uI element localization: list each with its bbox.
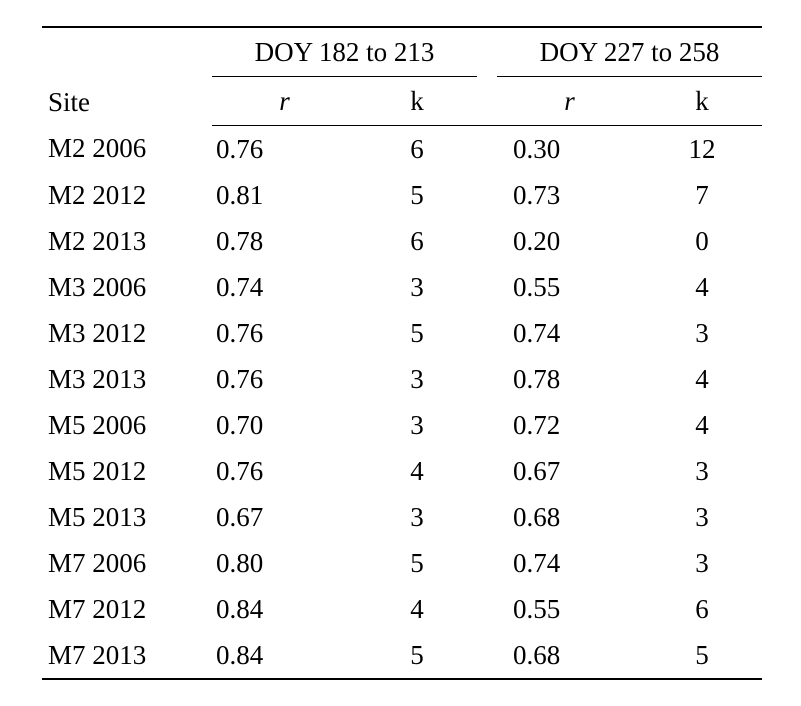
period-2-k-header: k bbox=[642, 77, 762, 126]
r1-cell: 0.76 bbox=[212, 356, 357, 402]
table-row: M7 2013 0.84 5 0.68 5 bbox=[42, 632, 762, 679]
r1-cell: 0.70 bbox=[212, 402, 357, 448]
r2-cell: 0.55 bbox=[497, 264, 642, 310]
r1-cell: 0.84 bbox=[212, 586, 357, 632]
subheader-gap bbox=[477, 77, 497, 126]
site-cell: M7 2006 bbox=[42, 540, 212, 586]
table-row: M7 2012 0.84 4 0.55 6 bbox=[42, 586, 762, 632]
header-gap bbox=[477, 27, 497, 77]
r2-cell: 0.74 bbox=[497, 310, 642, 356]
site-cell: M7 2012 bbox=[42, 586, 212, 632]
site-cell: M3 2013 bbox=[42, 356, 212, 402]
table-row: M3 2006 0.74 3 0.55 4 bbox=[42, 264, 762, 310]
gap-cell bbox=[477, 126, 497, 173]
header-group-row: Site DOY 182 to 213 DOY 227 to 258 bbox=[42, 27, 762, 77]
k1-cell: 5 bbox=[357, 540, 477, 586]
period-1-header: DOY 182 to 213 bbox=[212, 27, 477, 77]
k2-cell: 12 bbox=[642, 126, 762, 173]
k1-cell: 6 bbox=[357, 218, 477, 264]
k2-cell: 4 bbox=[642, 356, 762, 402]
r2-cell: 0.67 bbox=[497, 448, 642, 494]
site-cell: M3 2006 bbox=[42, 264, 212, 310]
period-1-k-header: k bbox=[357, 77, 477, 126]
r1-cell: 0.78 bbox=[212, 218, 357, 264]
k1-cell: 3 bbox=[357, 356, 477, 402]
k1-cell: 5 bbox=[357, 632, 477, 679]
r2-cell: 0.78 bbox=[497, 356, 642, 402]
k1-cell: 6 bbox=[357, 126, 477, 173]
k2-cell: 5 bbox=[642, 632, 762, 679]
r2-cell: 0.72 bbox=[497, 402, 642, 448]
r2-cell: 0.30 bbox=[497, 126, 642, 173]
table-body: M2 2006 0.76 6 0.30 12 M2 2012 0.81 5 0.… bbox=[42, 126, 762, 680]
k1-cell: 5 bbox=[357, 310, 477, 356]
table-container: Site DOY 182 to 213 DOY 227 to 258 r k r… bbox=[0, 0, 801, 706]
correlation-table: Site DOY 182 to 213 DOY 227 to 258 r k r… bbox=[42, 26, 762, 680]
k2-cell: 0 bbox=[642, 218, 762, 264]
gap-cell bbox=[477, 402, 497, 448]
site-cell: M5 2013 bbox=[42, 494, 212, 540]
gap-cell bbox=[477, 356, 497, 402]
r1-cell: 0.76 bbox=[212, 310, 357, 356]
gap-cell bbox=[477, 264, 497, 310]
k1-cell: 3 bbox=[357, 264, 477, 310]
table-row: M5 2012 0.76 4 0.67 3 bbox=[42, 448, 762, 494]
period-1-r-header: r bbox=[212, 77, 357, 126]
site-cell: M7 2013 bbox=[42, 632, 212, 679]
site-cell: M2 2012 bbox=[42, 172, 212, 218]
r2-cell: 0.55 bbox=[497, 586, 642, 632]
k2-cell: 3 bbox=[642, 448, 762, 494]
k2-cell: 7 bbox=[642, 172, 762, 218]
table-row: M5 2013 0.67 3 0.68 3 bbox=[42, 494, 762, 540]
r1-cell: 0.81 bbox=[212, 172, 357, 218]
r1-cell: 0.76 bbox=[212, 448, 357, 494]
period-2-header: DOY 227 to 258 bbox=[497, 27, 762, 77]
r2-cell: 0.68 bbox=[497, 494, 642, 540]
k2-cell: 6 bbox=[642, 586, 762, 632]
r1-cell: 0.84 bbox=[212, 632, 357, 679]
table-row: M2 2012 0.81 5 0.73 7 bbox=[42, 172, 762, 218]
k1-cell: 5 bbox=[357, 172, 477, 218]
k2-cell: 4 bbox=[642, 402, 762, 448]
r1-cell: 0.67 bbox=[212, 494, 357, 540]
k2-cell: 4 bbox=[642, 264, 762, 310]
k2-cell: 3 bbox=[642, 310, 762, 356]
table-row: M5 2006 0.70 3 0.72 4 bbox=[42, 402, 762, 448]
site-cell: M5 2006 bbox=[42, 402, 212, 448]
r1-cell: 0.76 bbox=[212, 126, 357, 173]
gap-cell bbox=[477, 586, 497, 632]
period-2-r-header: r bbox=[497, 77, 642, 126]
gap-cell bbox=[477, 540, 497, 586]
table-row: M3 2013 0.76 3 0.78 4 bbox=[42, 356, 762, 402]
r2-cell: 0.73 bbox=[497, 172, 642, 218]
site-header: Site bbox=[42, 27, 212, 126]
table-row: M2 2013 0.78 6 0.20 0 bbox=[42, 218, 762, 264]
site-cell: M5 2012 bbox=[42, 448, 212, 494]
site-cell: M2 2006 bbox=[42, 126, 212, 173]
site-cell: M2 2013 bbox=[42, 218, 212, 264]
r2-cell: 0.20 bbox=[497, 218, 642, 264]
table-row: M7 2006 0.80 5 0.74 3 bbox=[42, 540, 762, 586]
k2-cell: 3 bbox=[642, 540, 762, 586]
k1-cell: 4 bbox=[357, 586, 477, 632]
r1-cell: 0.74 bbox=[212, 264, 357, 310]
r2-cell: 0.74 bbox=[497, 540, 642, 586]
gap-cell bbox=[477, 632, 497, 679]
gap-cell bbox=[477, 448, 497, 494]
k1-cell: 4 bbox=[357, 448, 477, 494]
gap-cell bbox=[477, 494, 497, 540]
r2-cell: 0.68 bbox=[497, 632, 642, 679]
site-cell: M3 2012 bbox=[42, 310, 212, 356]
k1-cell: 3 bbox=[357, 494, 477, 540]
k1-cell: 3 bbox=[357, 402, 477, 448]
k2-cell: 3 bbox=[642, 494, 762, 540]
gap-cell bbox=[477, 218, 497, 264]
gap-cell bbox=[477, 172, 497, 218]
table-row: M3 2012 0.76 5 0.74 3 bbox=[42, 310, 762, 356]
r1-cell: 0.80 bbox=[212, 540, 357, 586]
gap-cell bbox=[477, 310, 497, 356]
table-row: M2 2006 0.76 6 0.30 12 bbox=[42, 126, 762, 173]
